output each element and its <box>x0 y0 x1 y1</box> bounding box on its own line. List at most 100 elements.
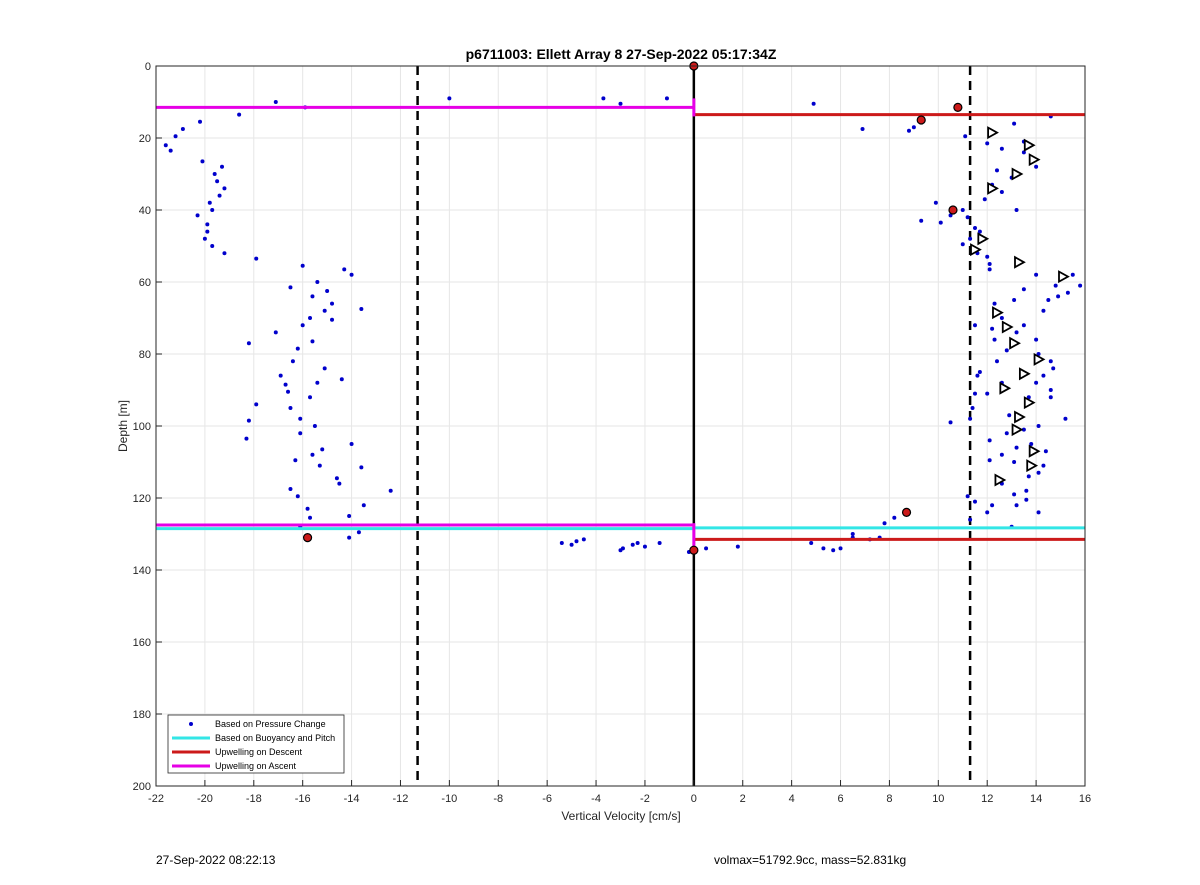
pressure-point <box>334 476 339 481</box>
pressure-point <box>310 339 315 344</box>
pressure-point <box>1029 442 1034 446</box>
pressure-points <box>163 96 1083 554</box>
pressure-point <box>1051 366 1056 371</box>
pressure-point <box>970 406 975 410</box>
pressure-point <box>838 546 843 551</box>
pressure-point <box>320 447 325 452</box>
pressure-point <box>315 380 320 385</box>
pressure-point <box>246 341 251 346</box>
x-tick-label: 10 <box>932 793 944 805</box>
pressure-point <box>574 539 579 544</box>
pressure-point <box>315 280 320 284</box>
x-tick-label: 2 <box>740 793 746 805</box>
series-lines <box>156 98 1085 552</box>
x-tick-label: -14 <box>344 793 360 805</box>
pressure-point <box>347 514 352 518</box>
red-markers <box>302 61 963 555</box>
reference-lines <box>416 66 972 786</box>
y-tick-label: 60 <box>139 277 151 289</box>
y-tick-label: 180 <box>133 709 151 721</box>
pressure-point <box>237 112 242 117</box>
chart-title: p6711003: Ellett Array 8 27-Sep-2022 05:… <box>466 46 777 62</box>
pressure-point <box>642 544 647 549</box>
pressure-point <box>330 301 335 306</box>
pressure-point <box>322 366 327 371</box>
pressure-point <box>1004 431 1009 436</box>
y-axis-ticks: 0 20 40 60 80 100 120 140 160 180 200 <box>133 61 162 793</box>
pressure-point <box>581 537 586 542</box>
pressure-point <box>963 134 968 139</box>
pressure-point <box>1036 470 1041 475</box>
pressure-point <box>919 218 924 223</box>
pressure-point <box>359 465 364 470</box>
triangle-marker <box>970 243 982 257</box>
pressure-point <box>657 541 662 545</box>
y-tick-label: 160 <box>133 637 151 649</box>
pressure-point <box>195 213 200 218</box>
pressure-point <box>972 391 977 396</box>
pressure-point <box>620 546 625 551</box>
pressure-point <box>559 541 564 545</box>
pressure-point <box>990 503 995 508</box>
pressure-point <box>990 326 995 331</box>
pressure-point <box>960 208 965 212</box>
triangle-marker <box>1009 336 1021 350</box>
pressure-point <box>447 96 452 101</box>
x-tick-label: -18 <box>246 793 262 805</box>
pressure-point <box>999 316 1004 320</box>
x-tick-label: 14 <box>1030 793 1042 805</box>
pressure-point <box>630 542 635 547</box>
pressure-point <box>965 494 970 499</box>
pressure-point <box>987 262 992 266</box>
pressure-point <box>322 308 327 313</box>
pressure-point <box>985 141 990 146</box>
pressure-point <box>217 193 222 198</box>
x-tick-label: -16 <box>295 793 311 805</box>
triangle-markers <box>970 126 1070 487</box>
pressure-point <box>246 418 251 423</box>
pressure-point <box>200 159 205 164</box>
pressure-point <box>1036 424 1041 428</box>
pressure-point <box>210 208 215 212</box>
pressure-point <box>999 190 1004 194</box>
red-marker <box>916 115 926 125</box>
pressure-point <box>310 294 315 299</box>
pressure-point <box>300 323 305 328</box>
pressure-point <box>356 530 361 535</box>
pressure-point <box>968 416 973 421</box>
x-tick-label: -6 <box>542 793 552 805</box>
pressure-point <box>1026 474 1031 479</box>
footer-volmax-mass: volmax=51792.9cc, mass=52.831kg <box>714 853 907 867</box>
pressure-point <box>1021 287 1026 292</box>
pressure-point <box>202 236 207 241</box>
x-tick-label: -4 <box>591 793 601 805</box>
pressure-point <box>987 438 992 443</box>
y-tick-label: 100 <box>133 421 151 433</box>
triangle-marker <box>1001 320 1014 334</box>
pressure-point <box>1021 427 1026 432</box>
pressure-point <box>1041 308 1046 313</box>
legend-label: Upwelling on Descent <box>215 747 303 757</box>
pressure-point <box>173 134 178 139</box>
pressure-point <box>308 395 313 400</box>
pressure-point <box>999 452 1004 457</box>
pressure-point <box>317 463 322 468</box>
pressure-point <box>1024 488 1029 493</box>
red-marker <box>948 205 958 215</box>
pressure-point <box>305 506 310 511</box>
x-tick-label: 0 <box>691 793 697 805</box>
pressure-point <box>222 251 227 256</box>
y-tick-label: 120 <box>133 493 151 505</box>
pressure-point <box>987 267 992 272</box>
legend-label: Based on Buoyancy and Pitch <box>215 733 335 743</box>
pressure-point <box>850 532 855 536</box>
pressure-point <box>1026 395 1031 400</box>
pressure-point <box>254 402 259 407</box>
pressure-point <box>948 213 953 218</box>
legend-label: Based on Pressure Change <box>215 719 326 729</box>
pressure-point <box>1014 503 1019 508</box>
pressure-point <box>977 229 982 234</box>
pressure-point <box>1048 359 1053 364</box>
pressure-point <box>298 416 303 421</box>
pressure-point <box>361 503 366 508</box>
